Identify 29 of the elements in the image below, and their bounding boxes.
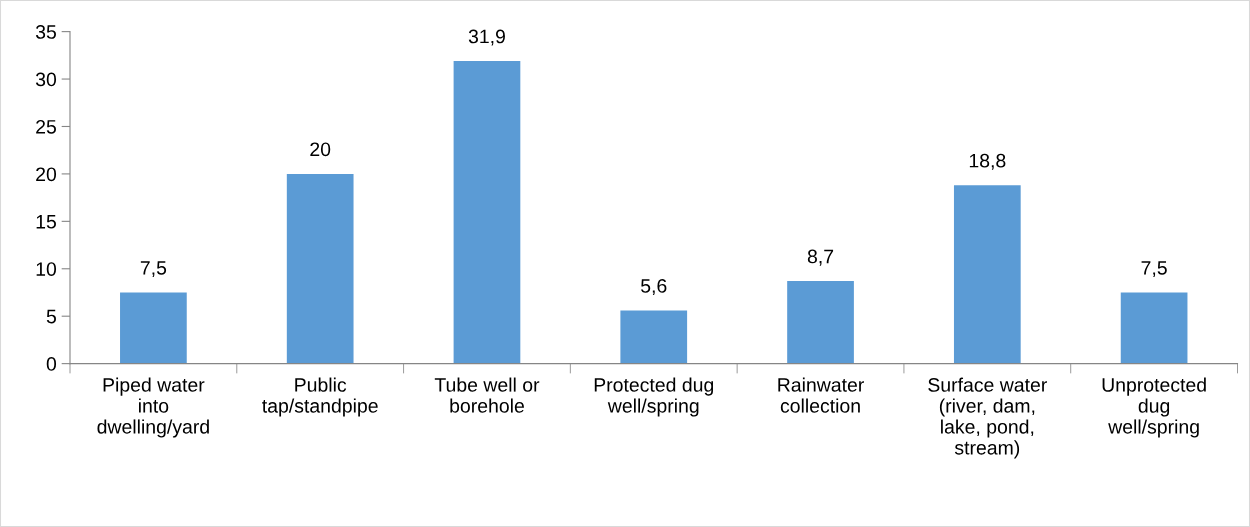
x-tick-label: Rainwater collection [778, 377, 864, 413]
x-tick-label: Surface water (river, dam, lake, pond, stream) [928, 377, 1047, 459]
bar [620, 310, 688, 364]
bar [787, 281, 854, 364]
data-label: 7,5 [140, 261, 167, 278]
bar [286, 173, 354, 364]
x-tick-label: Public tap/standpipe [262, 377, 378, 417]
data-label: 31,9 [468, 29, 505, 46]
x-tick-label: Unprotected dug well/spring [1102, 377, 1206, 438]
y-tick-label: 10 [36, 262, 57, 277]
y-tick-label: 25 [36, 119, 56, 134]
data-label: 18,8 [969, 153, 1006, 170]
y-tick-label: 30 [35, 72, 57, 87]
data-label: 8,7 [807, 249, 834, 266]
y-tick-label: 0 [46, 357, 57, 371]
bar [453, 61, 521, 364]
data-label: 20 [310, 142, 331, 157]
y-tick-label: 5 [46, 309, 56, 324]
y-tick-label: 35 [35, 25, 56, 39]
data-label: 7,5 [1141, 261, 1167, 278]
bar [953, 185, 1021, 364]
bar [120, 292, 187, 364]
bar [1120, 292, 1188, 364]
x-tick-label: Tube well or borehole [434, 377, 540, 413]
x-tick-label: Piped water into dwelling/yard [97, 377, 209, 438]
x-tick-label: Protected dug well/spring [594, 377, 714, 417]
y-tick-label: 20 [36, 167, 57, 182]
data-label: 5,6 [641, 279, 667, 296]
y-tick-label: 15 [36, 215, 56, 229]
